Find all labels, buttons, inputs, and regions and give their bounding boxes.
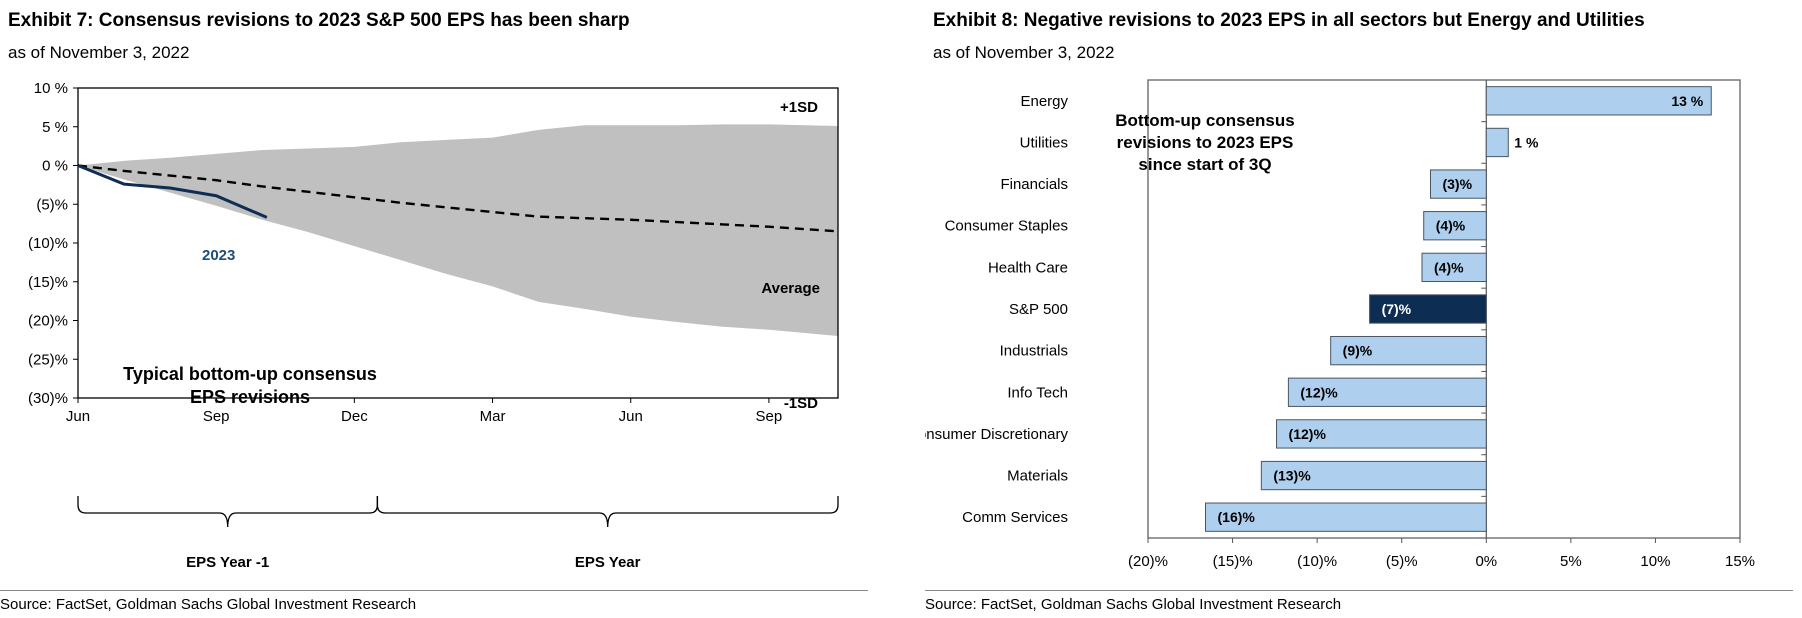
x-tick-label: Jun — [619, 408, 643, 425]
x-tick-label: Mar — [480, 408, 506, 425]
x-tick-label: (5)% — [1386, 553, 1418, 570]
category-label: Info Tech — [1007, 384, 1068, 401]
annotation-line: revisions to 2023 EPS — [1117, 133, 1294, 152]
bar — [1330, 335, 1487, 366]
x-tick-label: Sep — [203, 408, 230, 425]
category-label: Materials — [1007, 468, 1068, 485]
bar — [1287, 377, 1487, 407]
category-label: Health Care — [988, 259, 1068, 276]
bracket — [77, 496, 379, 528]
y-tick-label: (30)% — [28, 390, 68, 407]
bar — [1429, 169, 1487, 199]
x-tick-label: Sep — [756, 408, 783, 425]
x-tick-label: (15)% — [1213, 553, 1253, 570]
exhibit-7-subtitle: as of November 3, 2022 — [8, 43, 190, 62]
data-label: (4)% — [1436, 218, 1466, 234]
sd-band-area — [78, 124, 838, 336]
x-tick-label: Jun — [66, 408, 90, 425]
lower-sd-label: -1SD — [784, 395, 818, 412]
x-tick-label: (20)% — [1128, 553, 1168, 570]
annotation-line: since start of 3Q — [1138, 155, 1271, 174]
category-label: Financials — [1000, 176, 1068, 193]
category-label: Consumer Staples — [945, 218, 1068, 235]
exhibit-8-source: Source: FactSet, Goldman Sachs Global In… — [925, 596, 1342, 613]
x-tick-label: 15% — [1725, 553, 1755, 570]
series-2023-label: 2023 — [202, 247, 235, 264]
y-tick-label: (5)% — [36, 196, 68, 213]
x-tick-label: 10% — [1640, 553, 1670, 570]
bar — [1276, 419, 1487, 449]
exhibit-7-source: Source: FactSet, Goldman Sachs Global In… — [0, 596, 417, 613]
exhibit-7-chart: 10 %5 %0 %(5)%(10)%(15)%(20)%(25)%(30)%J… — [28, 80, 839, 571]
data-label: 1 % — [1514, 134, 1539, 150]
bar — [1369, 294, 1487, 324]
bracket — [376, 496, 839, 528]
data-label: (12)% — [1289, 426, 1327, 442]
y-tick-label: 10 % — [34, 80, 68, 97]
series-2023-line — [77, 164, 268, 219]
bar — [1260, 460, 1487, 491]
y-tick-label: (15)% — [28, 274, 68, 291]
data-label: (13)% — [1273, 468, 1311, 484]
bar — [1485, 127, 1509, 158]
data-label: (9)% — [1343, 343, 1373, 359]
data-label: (7)% — [1382, 301, 1412, 317]
x-tick-label: 0% — [1475, 553, 1497, 570]
category-label: Industrials — [1000, 343, 1068, 360]
exhibit-8-chart: Energy 13 % Utilities 1 % Financials (3)% Cons… — [925, 79, 1755, 570]
bar — [1423, 211, 1487, 241]
bracket-label: EPS Year -1 — [186, 554, 269, 571]
exhibit-8-title: Exhibit 8: Negative revisions to 2023 EP… — [933, 10, 1645, 31]
annotation-line-2: EPS revisions — [190, 387, 310, 407]
y-tick-label: (10)% — [28, 235, 68, 252]
data-label: 13 % — [1671, 93, 1703, 109]
y-tick-label: (20)% — [28, 313, 68, 330]
upper-sd-label: +1SD — [780, 99, 818, 116]
category-label: Consumer Discretionary — [925, 426, 1068, 443]
annotation-line-1: Typical bottom-up consensus — [123, 364, 377, 384]
x-tick-label: 5% — [1560, 553, 1582, 570]
exhibit-8-divider — [925, 590, 1793, 591]
exhibit-7-panel: Exhibit 7: Consensus revisions to 2023 S… — [0, 0, 890, 618]
plot-frame — [1147, 79, 1741, 539]
x-tick-label: (10)% — [1297, 553, 1337, 570]
x-tick-label: Dec — [341, 408, 368, 425]
category-label: Comm Services — [962, 509, 1068, 526]
exhibit-7-title: Exhibit 7: Consensus revisions to 2023 S… — [8, 10, 630, 31]
y-tick-label: 0 % — [42, 158, 68, 175]
bar — [1485, 86, 1712, 116]
exhibit-8-subtitle: as of November 3, 2022 — [933, 43, 1115, 62]
exhibit-8-panel: Exhibit 8: Negative revisions to 2023 EP… — [925, 0, 1802, 618]
bar — [1421, 252, 1487, 283]
data-label: (4)% — [1434, 259, 1464, 275]
category-label: S&P 500 — [1009, 301, 1068, 318]
exhibit-7-divider — [0, 590, 868, 591]
data-label: (3)% — [1442, 176, 1472, 192]
bracket-label: EPS Year — [575, 554, 641, 571]
average-line — [77, 164, 839, 233]
average-label: Average — [761, 280, 820, 297]
y-tick-label: 5 % — [42, 119, 68, 136]
annotation-line: Bottom-up consensus — [1115, 111, 1294, 130]
category-label: Utilities — [1020, 134, 1068, 151]
category-label: Energy — [1020, 93, 1068, 110]
data-label: (12)% — [1300, 384, 1338, 400]
y-tick-label: (25)% — [28, 351, 68, 368]
data-label: (16)% — [1218, 509, 1256, 525]
bar — [1205, 502, 1487, 532]
